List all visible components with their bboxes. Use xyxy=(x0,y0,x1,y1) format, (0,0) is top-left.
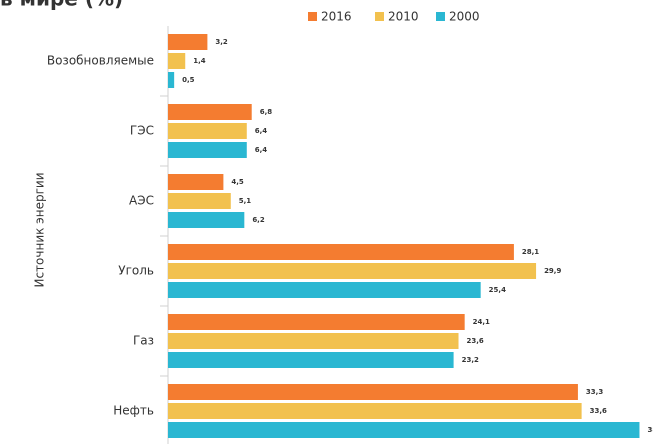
bar xyxy=(168,282,481,298)
bar xyxy=(168,314,465,330)
bar xyxy=(168,212,245,228)
bar xyxy=(168,53,186,69)
value-label: 29,9 xyxy=(544,267,561,275)
bar xyxy=(168,142,247,158)
value-label: 0,5 xyxy=(182,76,195,84)
value-label: 6,4 xyxy=(255,146,268,154)
bar xyxy=(168,244,514,260)
bar xyxy=(168,193,231,209)
value-label: 6,2 xyxy=(252,216,265,224)
bar xyxy=(168,384,578,400)
value-label: 33,3 xyxy=(586,388,603,396)
value-label: 3,2 xyxy=(215,38,228,46)
bar xyxy=(168,333,459,349)
legend-label: 2000 xyxy=(449,10,480,24)
bar xyxy=(168,403,582,419)
category-label: ГЭС xyxy=(130,124,154,138)
category-label: АЭС xyxy=(129,194,154,208)
bar xyxy=(168,34,208,50)
legend-swatch xyxy=(308,12,317,21)
value-label: 23,6 xyxy=(467,337,484,345)
bar xyxy=(168,352,454,368)
legend-swatch xyxy=(375,12,384,21)
value-label: 25,4 xyxy=(489,286,506,294)
bar xyxy=(168,72,175,88)
legend-swatch xyxy=(436,12,445,21)
chart-title: в мире (%) xyxy=(0,0,123,11)
value-label: 4,5 xyxy=(231,178,244,186)
legend-label: 2016 xyxy=(321,10,352,24)
bar xyxy=(168,422,640,438)
bar xyxy=(168,104,252,120)
value-label: 5,1 xyxy=(239,197,252,205)
category-label: Уголь xyxy=(118,264,154,278)
value-label: 24,1 xyxy=(473,318,490,326)
y-axis-label: Источник энергии xyxy=(33,172,47,287)
category-label: Газ xyxy=(133,334,154,348)
value-label: 28,1 xyxy=(522,248,539,256)
value-label: 23,2 xyxy=(462,356,479,364)
category-label: Нефть xyxy=(113,404,154,418)
legend-label: 2010 xyxy=(388,10,419,24)
value-label: 6,4 xyxy=(255,127,268,135)
value-label: 1,4 xyxy=(193,57,206,65)
value-label: 6,8 xyxy=(260,108,273,116)
bar xyxy=(168,123,247,139)
value-label: 33,6 xyxy=(590,407,607,415)
value-label: 38,3 xyxy=(647,426,653,434)
category-label: Возобновляемые xyxy=(47,54,154,68)
bar xyxy=(168,263,537,279)
bar xyxy=(168,174,224,190)
